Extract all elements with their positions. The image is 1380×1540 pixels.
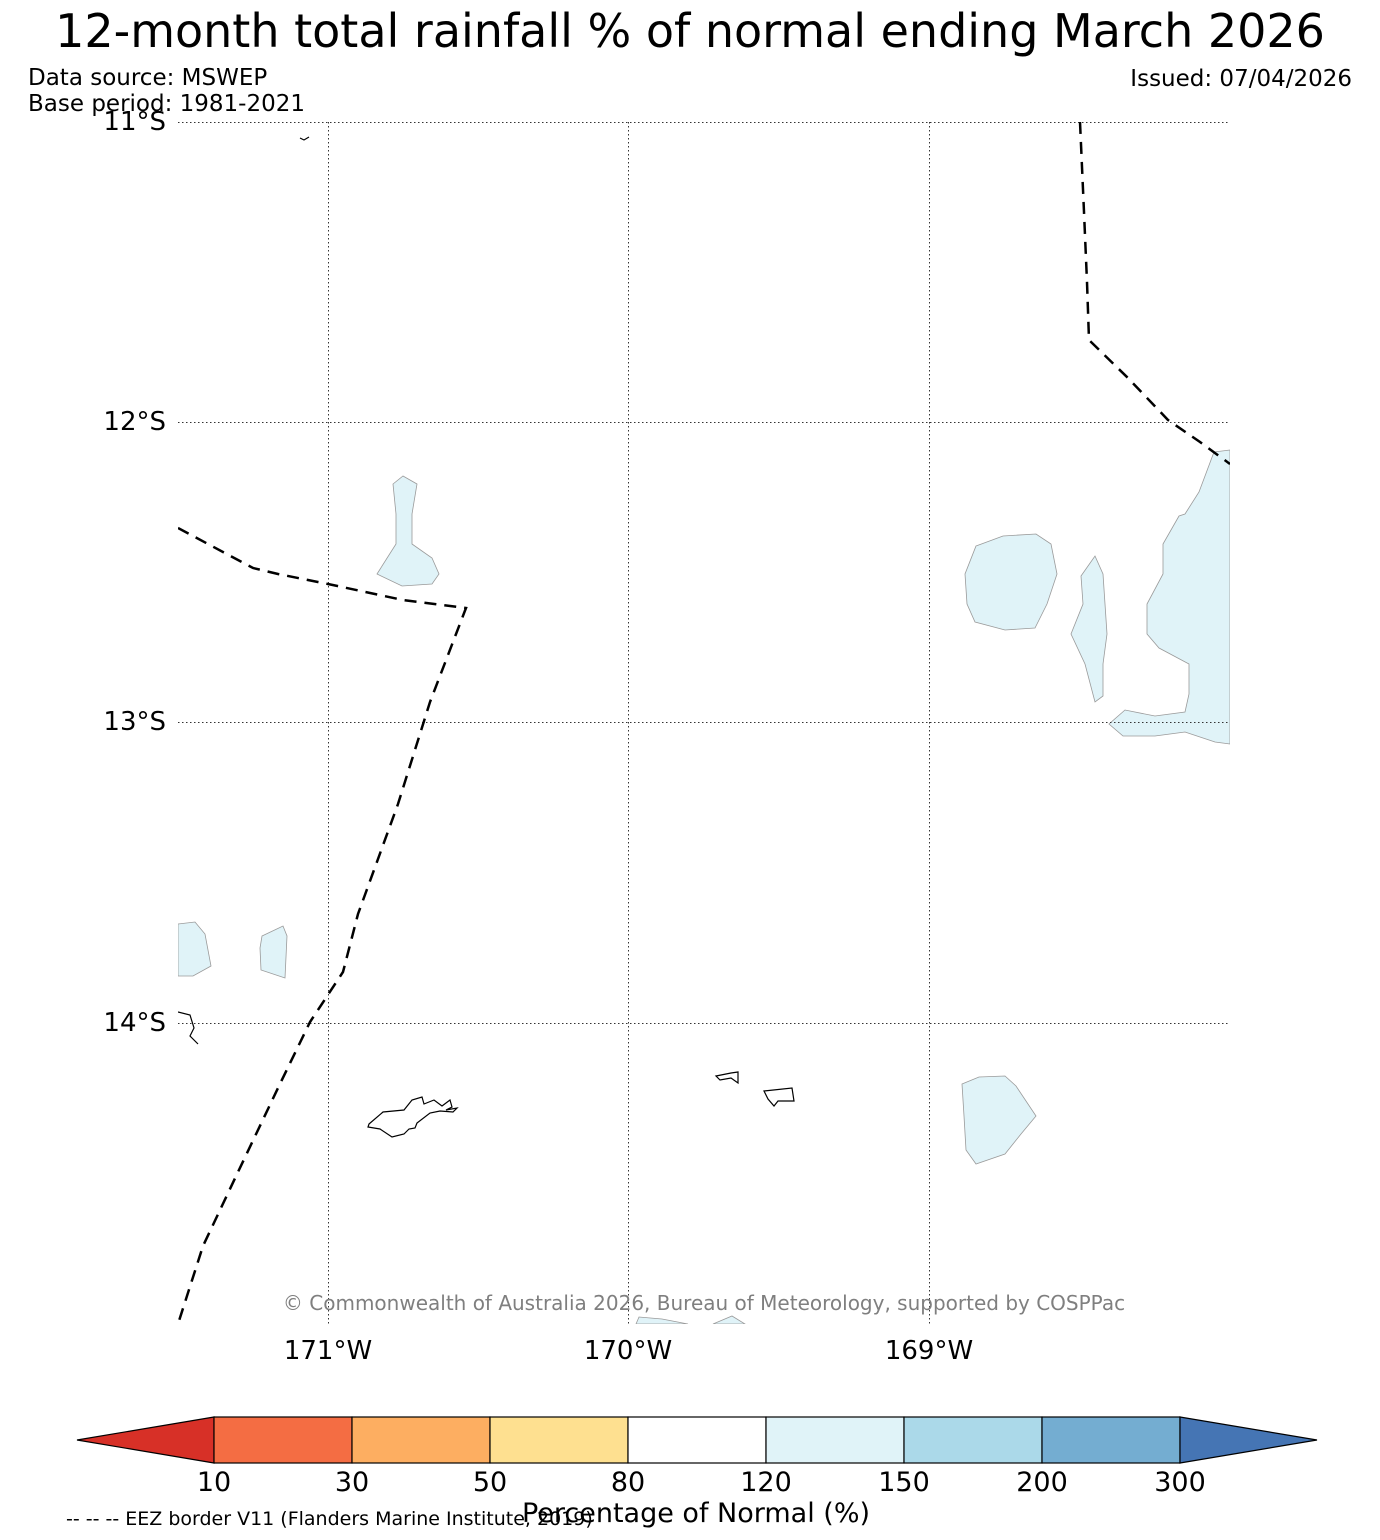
colorbar-segment — [1041, 1416, 1181, 1464]
rainfall-map — [178, 122, 1230, 1324]
map-title: 12-month total rainfall % of normal endi… — [55, 4, 1325, 58]
data-source-label: Data source: MSWEP — [28, 65, 268, 91]
lat-label-14s: 14°S — [103, 1008, 166, 1038]
colorbar-segment — [627, 1416, 767, 1464]
colorbar-extend-low — [76, 1416, 215, 1464]
lat-label-13s: 13°S — [103, 707, 166, 737]
rainfall-patch — [964, 533, 1058, 631]
graticule — [178, 122, 1230, 1324]
colorbar-tick-label: 150 — [878, 1467, 930, 1498]
rainfall-patch — [376, 475, 440, 587]
colorbar-tick-label: 200 — [1016, 1467, 1068, 1498]
lon-label-169w: 169°W — [884, 1336, 974, 1366]
colorbar-segment — [903, 1416, 1043, 1464]
rainfall-patches — [178, 449, 1230, 1324]
colorbar — [76, 1416, 1318, 1464]
copyright-notice: © Commonwealth of Australia 2026, Bureau… — [282, 1291, 1126, 1315]
colorbar-title: Percentage of Normal (%) — [521, 1498, 871, 1529]
rainfall-patch — [961, 1075, 1037, 1165]
rainfall-patch — [178, 921, 212, 977]
colorbar-segment — [351, 1416, 491, 1464]
island-coastline — [299, 136, 310, 141]
colorbar-tick-label: 50 — [472, 1467, 508, 1498]
island-coastline — [178, 1011, 199, 1045]
colorbar-segment — [765, 1416, 905, 1464]
island-coastline — [367, 1096, 459, 1138]
colorbar-tick-label: 30 — [334, 1467, 370, 1498]
eez-border — [178, 122, 1230, 1324]
island-coastline — [714, 1071, 739, 1085]
colorbar-segment — [489, 1416, 629, 1464]
island-coastline — [763, 1087, 795, 1107]
rainfall-patch — [1108, 449, 1230, 745]
lon-label-171w: 171°W — [283, 1336, 373, 1366]
base-period-label: Base period: 1981-2021 — [28, 91, 306, 117]
rainfall-patch — [259, 925, 288, 979]
issued-date-label: Issued: 07/04/2026 — [1130, 66, 1352, 92]
rainfall-patch — [712, 1315, 746, 1324]
colorbar-extend-high — [1179, 1416, 1318, 1464]
coastlines — [178, 136, 795, 1138]
colorbar-tick-label: 300 — [1154, 1467, 1206, 1498]
rainfall-patch — [635, 1316, 689, 1324]
lon-label-170w: 170°W — [583, 1336, 673, 1366]
lat-label-12s: 12°S — [103, 407, 166, 437]
colorbar-segment — [213, 1416, 353, 1464]
lat-label-11s: 11°S — [103, 107, 166, 137]
rainfall-patch — [1070, 555, 1108, 703]
colorbar-tick-label: 80 — [610, 1467, 646, 1498]
colorbar-tick-label: 10 — [196, 1467, 232, 1498]
eez-legend-note: -- -- -- EEZ border V11 (Flanders Marine… — [66, 1508, 593, 1530]
colorbar-tick-label: 120 — [740, 1467, 792, 1498]
